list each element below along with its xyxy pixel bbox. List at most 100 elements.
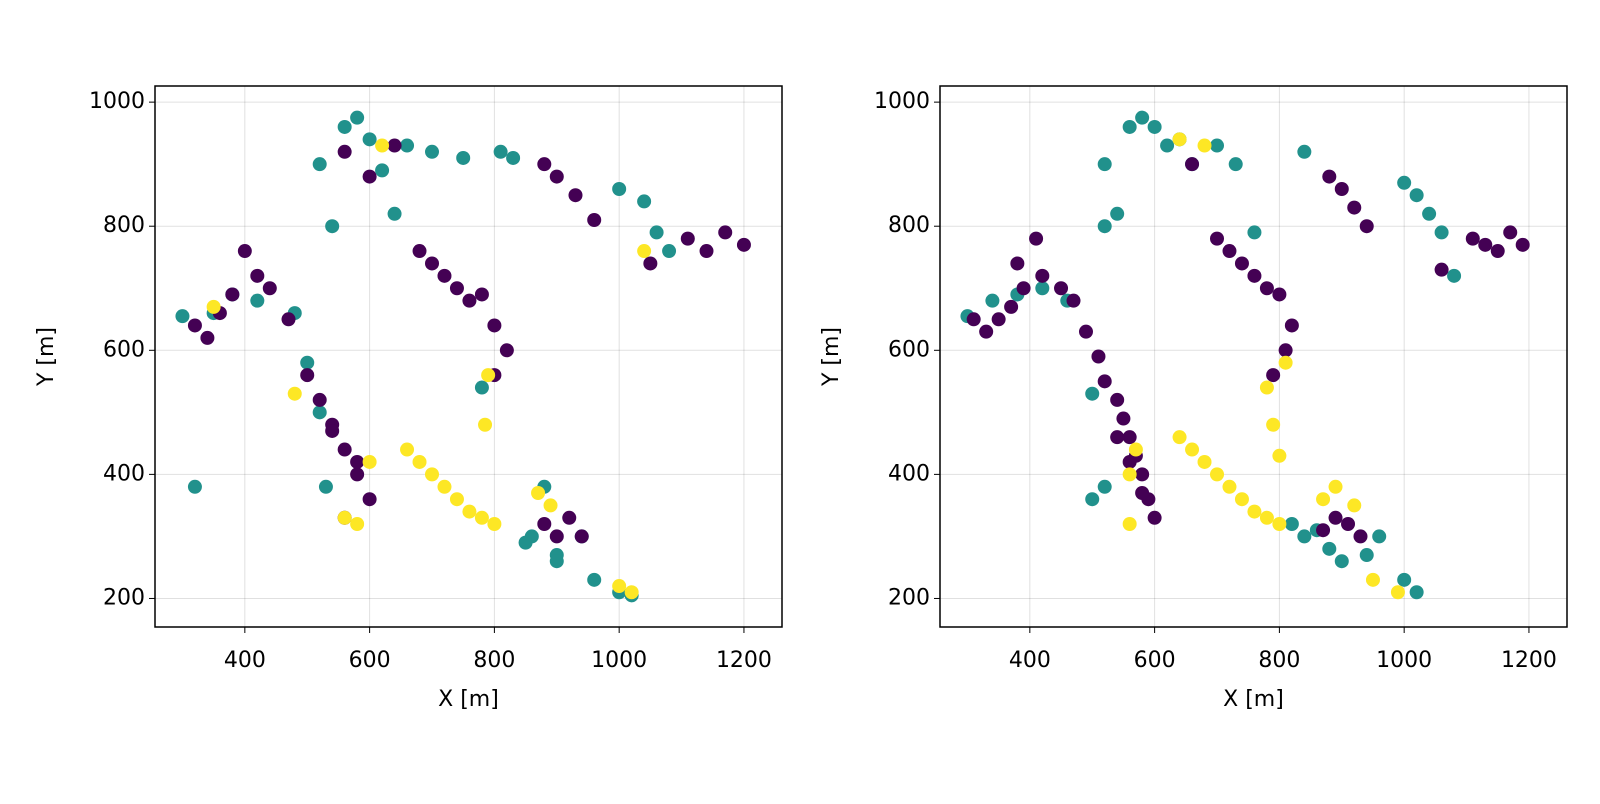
point bbox=[624, 585, 639, 600]
point bbox=[574, 529, 589, 544]
point bbox=[1128, 442, 1143, 457]
point bbox=[1259, 510, 1274, 525]
point bbox=[1160, 138, 1175, 153]
point bbox=[1016, 281, 1031, 296]
point bbox=[425, 144, 440, 159]
point bbox=[337, 144, 352, 159]
point bbox=[1097, 157, 1112, 172]
point bbox=[375, 163, 390, 178]
point bbox=[1185, 442, 1200, 457]
point bbox=[1172, 430, 1187, 445]
point bbox=[1035, 281, 1050, 296]
point bbox=[1222, 479, 1237, 494]
point bbox=[1197, 138, 1212, 153]
point bbox=[362, 169, 377, 184]
x-tick-label: 1200 bbox=[716, 648, 772, 673]
point bbox=[1328, 479, 1343, 494]
point bbox=[1122, 517, 1137, 532]
point bbox=[1434, 225, 1449, 240]
point bbox=[1135, 110, 1150, 125]
point bbox=[287, 386, 302, 401]
point bbox=[1004, 299, 1019, 314]
point bbox=[1422, 206, 1437, 221]
point bbox=[325, 219, 340, 234]
point bbox=[587, 213, 602, 228]
point bbox=[1334, 181, 1349, 196]
y-tick-label: 200 bbox=[888, 585, 930, 610]
point bbox=[281, 312, 296, 327]
point bbox=[262, 281, 277, 296]
point bbox=[1110, 206, 1125, 221]
x-tick-label: 400 bbox=[1009, 648, 1051, 673]
point bbox=[412, 244, 427, 259]
point bbox=[1185, 157, 1200, 172]
point bbox=[462, 504, 477, 519]
point bbox=[1247, 225, 1262, 240]
point bbox=[1334, 554, 1349, 569]
point bbox=[1365, 572, 1380, 587]
point bbox=[1085, 386, 1100, 401]
point bbox=[985, 293, 1000, 308]
point bbox=[587, 572, 602, 587]
point bbox=[1328, 510, 1343, 525]
point bbox=[318, 479, 333, 494]
point bbox=[979, 324, 994, 339]
point bbox=[478, 417, 493, 432]
point bbox=[1247, 504, 1262, 519]
point bbox=[537, 157, 552, 172]
point bbox=[487, 517, 502, 532]
point bbox=[350, 110, 365, 125]
x-tick-label: 800 bbox=[473, 648, 515, 673]
x-tick-label: 1000 bbox=[1376, 648, 1432, 673]
point bbox=[549, 529, 564, 544]
x-axis-label: X [m] bbox=[1223, 687, 1284, 712]
point bbox=[612, 181, 627, 196]
point bbox=[400, 138, 415, 153]
point bbox=[387, 206, 402, 221]
point bbox=[350, 467, 365, 482]
point bbox=[1234, 256, 1249, 271]
point bbox=[1278, 355, 1293, 370]
point bbox=[1503, 225, 1518, 240]
point bbox=[966, 312, 981, 327]
point bbox=[362, 132, 377, 147]
point bbox=[206, 299, 221, 314]
point bbox=[1228, 157, 1243, 172]
point bbox=[1097, 479, 1112, 494]
point bbox=[1259, 380, 1274, 395]
y-axis-label: Y [m] bbox=[819, 327, 844, 387]
plot-frame bbox=[154, 85, 783, 628]
point bbox=[462, 293, 477, 308]
point bbox=[1284, 318, 1299, 333]
point bbox=[337, 442, 352, 457]
point bbox=[1490, 244, 1505, 259]
x-tick-label: 400 bbox=[224, 648, 266, 673]
point bbox=[1322, 169, 1337, 184]
point bbox=[1122, 454, 1137, 469]
plot-frame bbox=[939, 85, 1568, 628]
point bbox=[187, 479, 202, 494]
point bbox=[1259, 281, 1274, 296]
point bbox=[312, 405, 327, 420]
point bbox=[1091, 349, 1106, 364]
x-tick-label: 600 bbox=[349, 648, 391, 673]
point bbox=[1197, 454, 1212, 469]
point bbox=[1515, 237, 1530, 252]
point bbox=[412, 454, 427, 469]
point bbox=[1353, 529, 1368, 544]
point bbox=[481, 368, 496, 383]
point bbox=[1135, 467, 1150, 482]
point bbox=[387, 138, 402, 153]
point bbox=[1359, 219, 1374, 234]
point bbox=[543, 498, 558, 513]
point bbox=[456, 150, 471, 165]
point bbox=[400, 442, 415, 457]
point bbox=[425, 467, 440, 482]
point bbox=[1272, 287, 1287, 302]
point bbox=[1397, 572, 1412, 587]
y-tick-label: 1000 bbox=[89, 89, 145, 114]
point bbox=[1397, 175, 1412, 190]
point bbox=[225, 287, 240, 302]
point bbox=[312, 157, 327, 172]
point bbox=[1409, 188, 1424, 203]
